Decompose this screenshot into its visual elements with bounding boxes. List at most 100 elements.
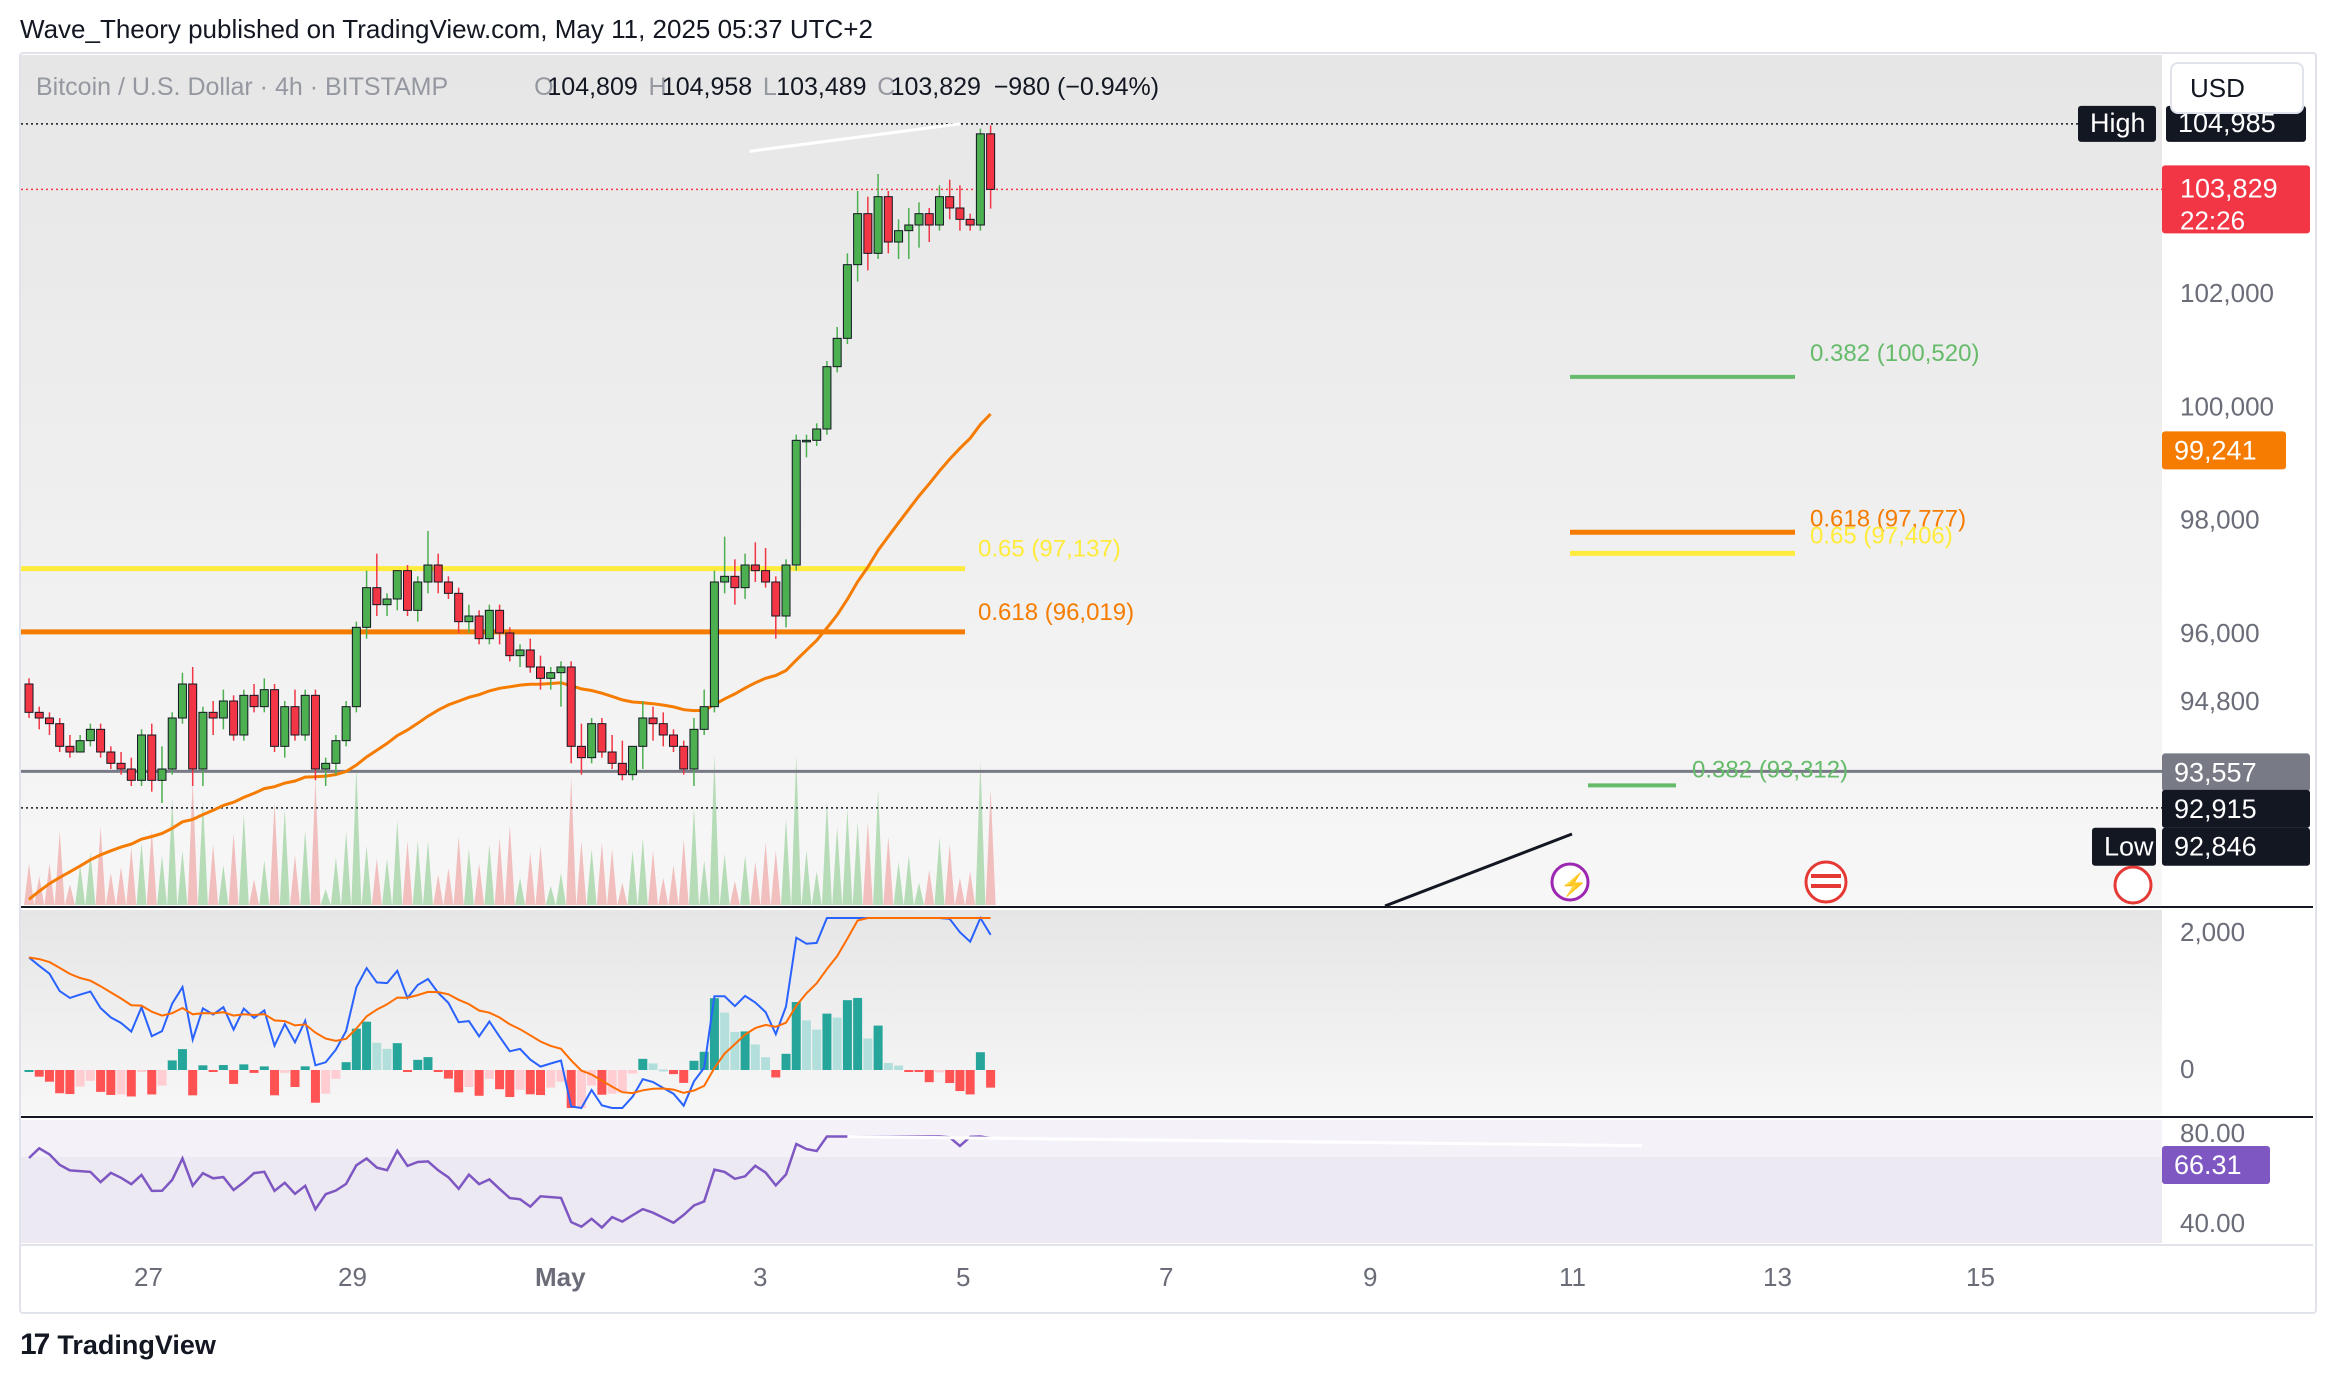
candle-body xyxy=(65,745,75,753)
macd-histogram-bar xyxy=(392,1043,402,1070)
time-tick-label: 9 xyxy=(1363,1262,1377,1292)
black-level-tag: 92,915 xyxy=(2174,794,2257,824)
macd-histogram-bar xyxy=(484,1070,494,1079)
macd-histogram-bar xyxy=(576,1070,586,1108)
legend-close-label: C xyxy=(877,73,895,101)
legend-close-value: 103,829 xyxy=(891,73,981,101)
candle-body xyxy=(270,689,280,747)
chart-frame xyxy=(19,52,2317,1314)
macd-histogram-bar xyxy=(259,1066,269,1070)
ema-value-tag-box xyxy=(2162,431,2286,470)
tradingview-mark-icon: 17 xyxy=(20,1328,50,1361)
macd-histogram-bar xyxy=(474,1070,484,1096)
candle-body xyxy=(945,196,955,209)
candle-body xyxy=(873,196,883,254)
macd-histogram-bar xyxy=(771,1070,781,1078)
macd-histogram-bar xyxy=(44,1070,54,1082)
candle-body xyxy=(587,723,597,759)
candle-body xyxy=(812,428,822,441)
macd-histogram-bar xyxy=(362,1021,372,1070)
rsi-band xyxy=(21,1157,2162,1243)
currency-button[interactable]: USD xyxy=(2170,62,2304,114)
macd-histogram-bar xyxy=(812,1029,822,1070)
fib-label-0618-right: 0.618 (97,777) xyxy=(1810,505,1966,532)
candle-body xyxy=(771,581,781,617)
candle-body xyxy=(157,768,167,781)
macd-histogram-bar xyxy=(894,1065,904,1070)
macd-histogram-bar xyxy=(96,1070,106,1092)
macd-histogram-bar xyxy=(791,1002,801,1070)
macd-histogram-bar xyxy=(300,1066,310,1070)
macd-histogram-bar xyxy=(106,1070,116,1095)
divergence-line-rsi xyxy=(847,1135,1643,1148)
macd-signal-line xyxy=(28,917,991,1095)
candle-body xyxy=(290,706,300,736)
macd-histogram-bar xyxy=(587,1070,597,1086)
candle-body xyxy=(668,734,678,747)
event-bolt-icon xyxy=(1550,862,1590,902)
macd-histogram-bar xyxy=(842,1000,852,1070)
candle-body xyxy=(403,570,413,611)
buy-pressure-area xyxy=(75,755,986,905)
candle-body xyxy=(761,570,771,583)
candle-body xyxy=(638,717,648,747)
macd-tick-label: 0 xyxy=(2180,1054,2194,1084)
candle-body xyxy=(924,213,934,226)
time-tick-label: 15 xyxy=(1966,1262,1995,1292)
candle-body xyxy=(433,564,443,583)
candle-body xyxy=(842,264,852,339)
us-flag-stripe xyxy=(1811,884,1841,888)
price-tick-label: 96,000 xyxy=(2180,618,2260,648)
candle-body xyxy=(188,683,198,770)
candle-body xyxy=(536,666,545,679)
macd-histogram-bar xyxy=(730,1031,740,1070)
legend-open-label: O xyxy=(534,73,553,101)
candle-body xyxy=(709,581,719,708)
candle-body xyxy=(679,745,689,770)
candle-body xyxy=(229,700,239,736)
candle-body xyxy=(853,213,863,266)
candle-body xyxy=(239,694,249,736)
rsi-value-tag-box xyxy=(2162,1146,2270,1184)
candle-body xyxy=(730,575,740,589)
candle-body xyxy=(607,751,617,764)
macd-histogram-bar xyxy=(750,1044,760,1070)
candle-body xyxy=(699,706,709,730)
legend-change: −980 (−0.94%) xyxy=(994,73,1159,101)
macd-histogram-bar xyxy=(801,1020,811,1070)
time-tick-label: 7 xyxy=(1159,1262,1173,1292)
macd-histogram-bar xyxy=(290,1070,300,1087)
candle-body xyxy=(310,694,320,770)
candle-body xyxy=(965,218,975,226)
macd-histogram-bar xyxy=(403,1070,413,1072)
macd-histogram-bar xyxy=(638,1058,648,1070)
macd-histogram-bar xyxy=(556,1070,566,1082)
candle-body xyxy=(525,649,535,668)
candle-body xyxy=(24,683,34,713)
macd-histogram-bar xyxy=(310,1070,320,1103)
macd-histogram-bar xyxy=(413,1059,423,1070)
macd-tick-label: 2,000 xyxy=(2180,917,2245,947)
time-tick-label: 3 xyxy=(753,1262,767,1292)
rsi-value-tag: 66.31 xyxy=(2174,1150,2242,1180)
candle-body xyxy=(116,762,126,770)
macd-histogram-bar xyxy=(495,1070,505,1090)
time-tick-label: 11 xyxy=(1559,1262,1586,1292)
macd-histogram-bar xyxy=(208,1070,218,1072)
tradingview-logo[interactable]: 17 TradingView xyxy=(20,1328,216,1362)
macd-histogram-bar xyxy=(914,1070,924,1072)
macd-histogram-bar xyxy=(177,1049,187,1070)
high-value-tag-box xyxy=(2166,105,2306,142)
macd-histogram-bar xyxy=(934,1070,944,1073)
macd-histogram-bar xyxy=(331,1070,341,1079)
high-tag: High xyxy=(2090,108,2146,138)
us-flag-icon-2 xyxy=(2113,865,2153,905)
candle-body xyxy=(576,745,586,759)
macd-histogram-bar xyxy=(628,1070,638,1074)
black-level-tag-box xyxy=(2162,789,2310,828)
price-pane xyxy=(21,55,2162,905)
candle-body xyxy=(934,196,944,226)
macd-histogram-bar xyxy=(904,1070,914,1072)
candle-body xyxy=(137,734,147,781)
